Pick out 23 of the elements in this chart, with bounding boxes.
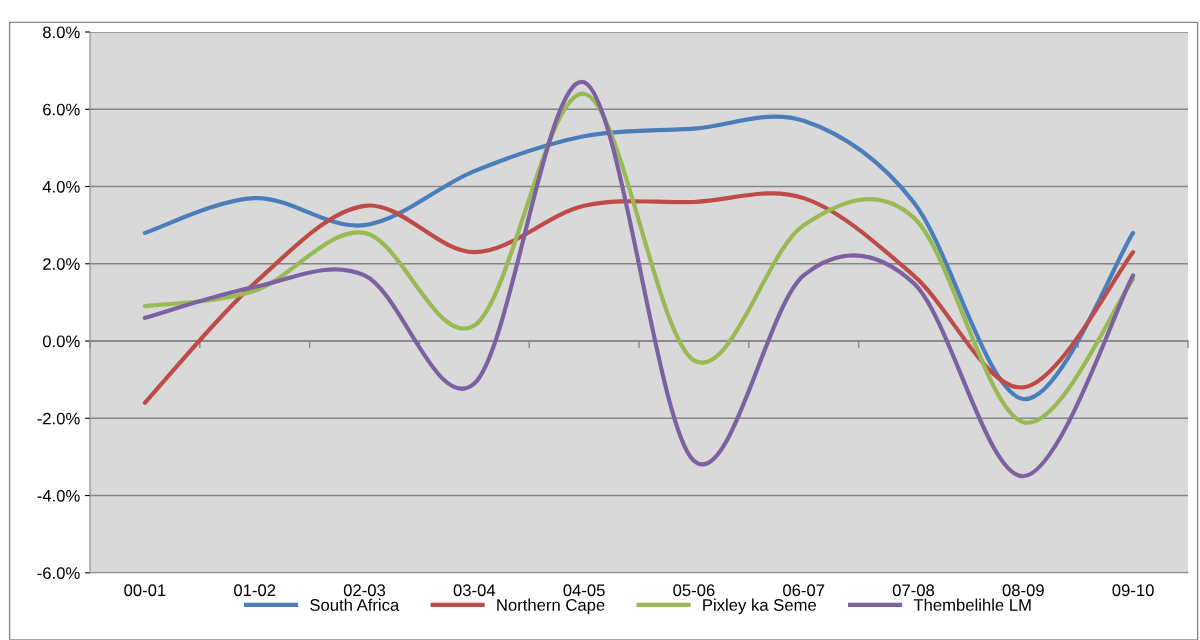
legend-label: Pixley ka Seme	[703, 598, 816, 615]
x-tick-label: 04-05	[563, 584, 605, 597]
y-tick-label: 8.0%	[43, 26, 80, 39]
y-tick-label: -4.0%	[37, 489, 80, 502]
legend-label: South Africa	[310, 598, 400, 611]
y-tick-label: 4.0%	[42, 180, 80, 193]
y-tick-label: -6.0%	[37, 567, 80, 579]
legend-label: Northern Cape	[497, 598, 605, 615]
x-tick-label: 09-10	[1112, 584, 1154, 597]
x-tick-label: 06-07	[783, 584, 825, 597]
x-tick-label: 01-02	[234, 584, 276, 597]
y-tick-label: 2.0%	[43, 258, 80, 270]
y-tick-label: -2.0%	[37, 412, 80, 425]
x-tick-label: 03-04	[453, 584, 496, 597]
y-tick-label: 0.0%	[42, 335, 80, 348]
x-tick-label: 05-06	[673, 584, 715, 597]
x-tick-label: 02-03	[343, 584, 386, 597]
legend-label: Thembelihle LM	[913, 598, 1031, 611]
x-tick-label: 07-08	[892, 584, 935, 597]
x-tick-label: 00-01	[124, 584, 166, 597]
x-tick-label: 08-09	[1002, 584, 1044, 597]
y-tick-label: 6.0%	[43, 103, 80, 116]
line-series	[142, 80, 1136, 479]
